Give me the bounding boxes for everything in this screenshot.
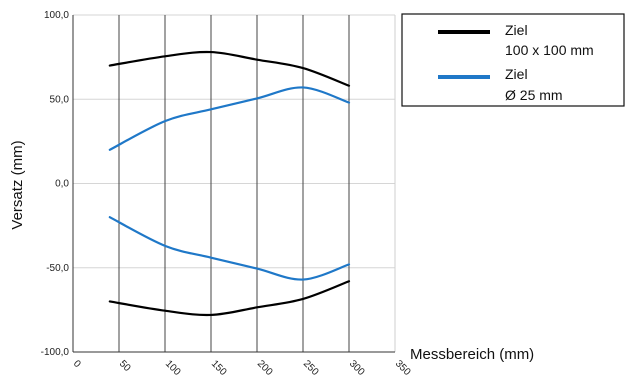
legend-entry-1-line1: Ziel (505, 22, 528, 38)
x-tick-label: 250 (301, 358, 321, 378)
y-tick-label: 50,0 (50, 94, 70, 105)
legend: Ziel 100 x 100 mm Ziel Ø 25 mm (401, 13, 625, 107)
legend-entry-2-line2: Ø 25 mm (505, 87, 563, 103)
x-tick-label: 50 (117, 358, 133, 374)
y-tick-label: 100,0 (44, 10, 69, 21)
series-line-3 (108, 86, 351, 151)
axes: -100,0 -50,0 0,0 50,0 100,0 0 50 100 150 200 250 30… (41, 10, 413, 378)
series-layer (108, 50, 351, 317)
legend-entry-2-line1: Ziel (505, 66, 528, 82)
series-line-1 (108, 50, 351, 87)
series-line-4 (108, 216, 351, 281)
legend-box (401, 13, 625, 107)
grid (73, 14, 396, 352)
x-axis-label: Messbereich (mm) (410, 346, 534, 363)
series-line-2 (108, 280, 351, 317)
x-tick-label: 0 (71, 358, 83, 370)
y-tick-label: -50,0 (46, 263, 69, 274)
legend-entry-1-line2: 100 x 100 mm (505, 42, 594, 58)
x-tick-label: 150 (209, 358, 229, 378)
x-tick-label: 100 (163, 358, 183, 378)
y-tick-label: 0,0 (55, 179, 69, 190)
y-tick-label: -100,0 (41, 347, 70, 358)
x-tick-label: 200 (255, 358, 275, 378)
x-tick-label: 300 (347, 358, 367, 378)
y-axis-label: Versatz (mm) (9, 140, 26, 229)
